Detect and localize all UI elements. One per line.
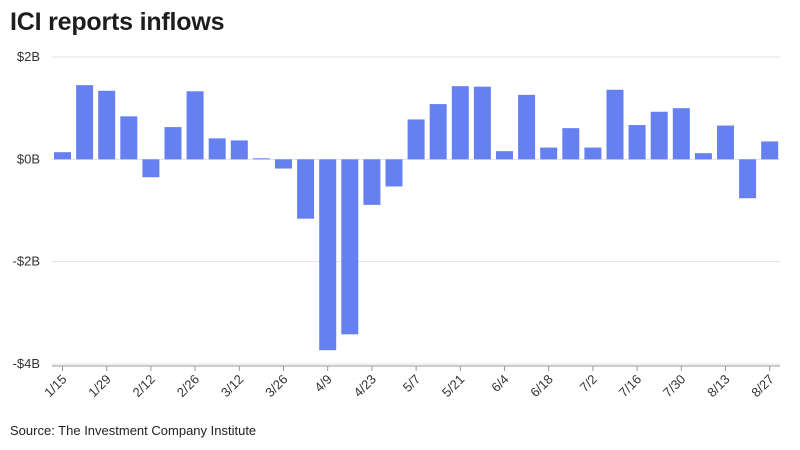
bar-7/16 — [628, 125, 646, 160]
y-axis-labels: $2B $0B -$2B -$4B — [13, 49, 40, 371]
bar-5/28 — [473, 86, 491, 160]
x-axis: 1/15 1/29 2/12 2/26 3/12 3/26 4/9 4/23 5/7 5/21 6/… — [41, 365, 780, 401]
x-tick-label: 7/30 — [660, 372, 689, 401]
source-note: Source: The Investment Company Institute — [10, 423, 257, 438]
x-tick-label: 3/26 — [262, 372, 291, 401]
bars — [54, 85, 779, 351]
bar-8/20 — [739, 159, 757, 199]
bar-6/11 — [518, 94, 536, 160]
bar-3/5 — [208, 138, 226, 160]
x-tick-label: 4/23 — [351, 372, 380, 401]
bar-7/23 — [650, 111, 668, 160]
bar-3/12 — [230, 140, 248, 160]
bar-2/19 — [164, 127, 182, 160]
bar-6/18 — [540, 147, 558, 160]
chart-title: ICI reports inflows — [10, 8, 225, 36]
bar-7/9 — [606, 89, 624, 160]
bar-4/9 — [319, 159, 337, 351]
bar-4/23 — [363, 159, 381, 205]
bar-4/30 — [385, 159, 403, 187]
x-tick-label: 6/18 — [527, 372, 556, 401]
bar-4/2 — [297, 159, 315, 219]
bar-3/26 — [275, 159, 292, 169]
x-tick-label: 7/2 — [577, 372, 600, 395]
bar-8/27 — [761, 141, 779, 160]
x-tick-label: 1/15 — [41, 372, 70, 401]
bar-2/26 — [186, 91, 204, 160]
bar-1/22 — [76, 85, 94, 160]
x-tick-label: 3/12 — [218, 372, 247, 401]
y-tick-label: $0B — [17, 151, 40, 166]
x-tick-label: 7/16 — [616, 372, 645, 401]
bar-7/2 — [584, 147, 602, 160]
bar-5/21 — [451, 86, 469, 160]
y-tick-label: $2B — [17, 49, 40, 64]
gridlines — [52, 56, 780, 365]
bar-8/13 — [717, 125, 734, 160]
bar-4/16 — [341, 159, 359, 335]
x-tick-label: 8/27 — [748, 372, 777, 401]
bar-6/4 — [496, 151, 513, 160]
x-tick-label: 8/13 — [704, 372, 733, 401]
x-tick-label: 4/9 — [311, 372, 334, 395]
bar-5/14 — [429, 104, 447, 160]
x-tick-label: 1/29 — [85, 372, 114, 401]
bar-7/30 — [672, 108, 690, 160]
bar-2/5 — [120, 116, 138, 160]
x-tick-label: 5/21 — [439, 372, 468, 401]
bar-6/25 — [562, 128, 580, 160]
bar-1/15 — [54, 152, 71, 160]
x-tick-label: 6/4 — [488, 372, 511, 395]
bar-2/12 — [142, 159, 160, 178]
bar-5/7 — [407, 119, 425, 160]
bar-8/6 — [694, 153, 712, 160]
y-tick-label: -$4B — [13, 356, 40, 371]
x-tick-label: 2/12 — [130, 372, 159, 401]
y-tick-label: -$2B — [13, 254, 40, 269]
bar-3/19 — [252, 158, 270, 160]
x-tick-label: 2/26 — [174, 372, 203, 401]
bar-1/29 — [98, 90, 116, 160]
x-tick-label: 5/7 — [400, 372, 423, 395]
